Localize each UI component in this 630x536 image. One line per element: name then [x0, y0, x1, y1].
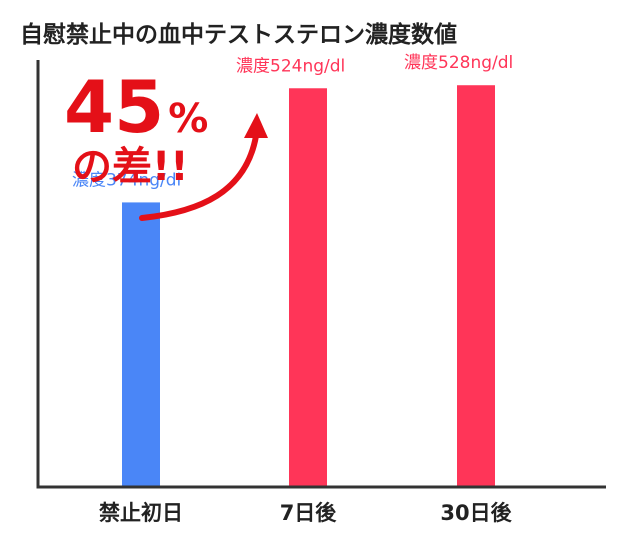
data-label-2: 濃度524ng/dl — [236, 56, 345, 76]
difference-annotation: 45% の差!! — [64, 65, 268, 221]
annotation-number: 45 — [64, 65, 164, 149]
x-tick-label-2: 7日後 — [280, 501, 338, 525]
arrow-head-icon — [244, 113, 268, 138]
annotation-percent: 45% — [64, 65, 208, 149]
annotation-unit: % — [168, 96, 208, 142]
data-label-3: 濃度528ng/dl — [404, 53, 513, 73]
x-tick-label-3: 30日後 — [440, 501, 512, 525]
x-tick-label-1: 禁止初日 — [99, 501, 183, 525]
bar-1 — [122, 202, 160, 488]
annotation-diff-text: の差!! — [72, 144, 188, 190]
increase-arrow-icon — [139, 133, 259, 221]
chart-title: 自慰禁止中の血中テストステロン濃度数値 — [20, 21, 457, 48]
bars-layer — [122, 85, 495, 488]
data-label-1: 濃度374ng/dl — [72, 170, 181, 190]
bar-3 — [457, 85, 495, 487]
labels-layer: 濃度374ng/dl 禁止初日 濃度524ng/dl 7日後 濃度528ng/dl 30日… — [72, 53, 513, 525]
bar-2 — [289, 88, 327, 488]
